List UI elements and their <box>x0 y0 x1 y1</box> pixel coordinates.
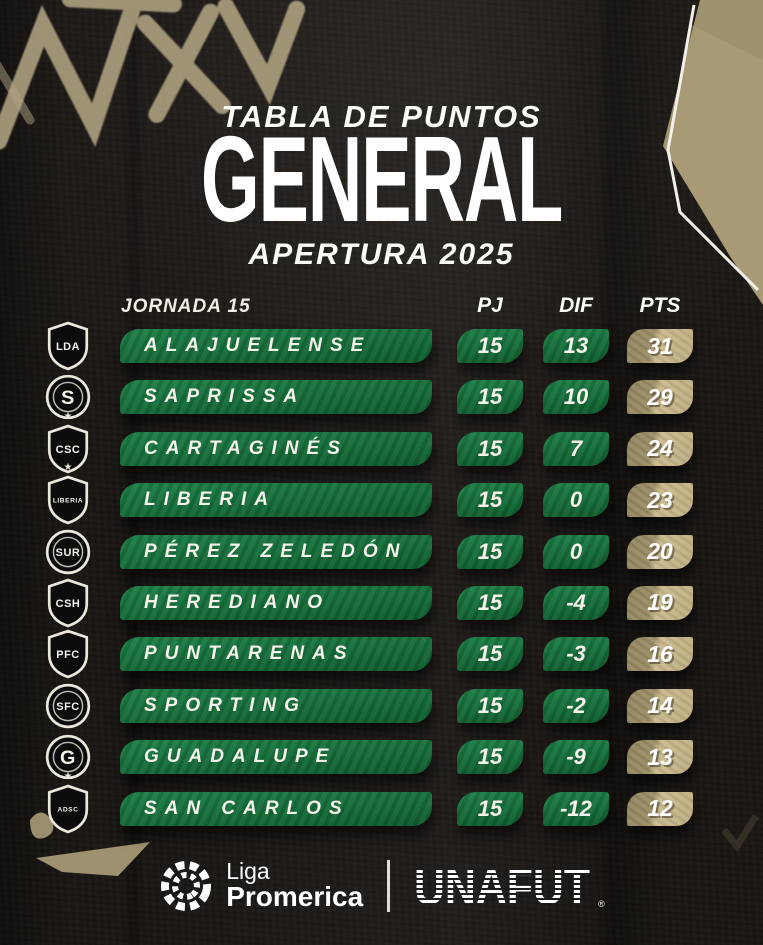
team-name-bar: SAN CARLOS <box>120 791 432 826</box>
team-crest: LDA <box>42 321 94 371</box>
promerica-label: Promerica <box>226 881 364 913</box>
svg-text:LIBERIA: LIBERIA <box>53 498 83 505</box>
pts-value: 16 <box>627 637 693 672</box>
footer: Liga Promerica UNAFUT ® <box>0 858 763 914</box>
pts-value: 29 <box>627 380 693 415</box>
standings-table: LDA ALAJUELENSE 15 13 31 S SAPRISSA 15 1… <box>0 321 763 843</box>
team-crest-icon: CSH <box>47 578 89 628</box>
pj-value: 15 <box>457 637 523 672</box>
season-subtitle: APERTURA 2025 <box>248 238 515 271</box>
pj-value: 15 <box>457 534 523 569</box>
liga-promerica-logo: Liga Promerica <box>158 858 363 914</box>
pts-value: 12 <box>627 791 693 826</box>
footer-divider <box>387 860 391 912</box>
team-crest-icon: SFC <box>45 683 91 728</box>
svg-text:SUR: SUR <box>56 547 81 559</box>
team-name-bar: GUADALUPE <box>120 740 432 775</box>
team-name-bar: CARTAGINÉS <box>120 431 432 466</box>
pts-value: 31 <box>627 329 693 363</box>
pj-value: 15 <box>457 688 523 723</box>
pj-value: 15 <box>457 431 523 466</box>
column-header-dif: DIF <box>559 294 593 317</box>
svg-text:G: G <box>60 747 76 769</box>
dif-value: 10 <box>543 380 609 415</box>
svg-text:ADSC: ADSC <box>58 806 79 813</box>
team-crest-icon: LIBERIA <box>47 475 89 525</box>
table-row: PFC PUNTARENAS 15 -3 16 <box>0 629 763 679</box>
pts-value: 14 <box>627 688 693 723</box>
table-row: SFC SPORTING 15 -2 14 <box>0 683 763 728</box>
team-name-bar: HEREDIANO <box>120 585 432 620</box>
team-crest-icon: SUR <box>45 529 91 574</box>
dif-value: -4 <box>543 585 609 620</box>
dif-value: 0 <box>543 534 609 569</box>
liga-promerica-pinwheel-icon <box>161 861 212 911</box>
dif-value: -9 <box>543 740 609 775</box>
team-crest: SFC <box>42 681 94 731</box>
team-crest: CSH <box>42 578 94 628</box>
team-name-bar: PÉREZ ZELEDÓN <box>120 534 432 569</box>
pj-value: 15 <box>457 380 523 415</box>
registered-mark: ® <box>598 899 605 909</box>
pj-value: 15 <box>457 740 523 775</box>
unafut-text: UNAFUT <box>414 860 590 912</box>
table-row: ★ ADSC SAN CARLOS 15 -12 12 <box>0 771 763 833</box>
svg-text:PFC: PFC <box>56 649 79 661</box>
jornada-label: JORNADA 15 <box>121 296 251 317</box>
table-row: G GUADALUPE 15 -9 13 <box>0 734 763 780</box>
star-icon: ★ <box>63 410 73 422</box>
dif-value: 7 <box>543 431 609 466</box>
table-row: ★ CSC CARTAGINÉS 15 7 24 <box>0 411 763 474</box>
liga-label: Liga <box>226 858 270 884</box>
star-icon: ★ <box>63 770 73 782</box>
svg-text:LDA: LDA <box>56 341 80 353</box>
dif-value: -12 <box>543 791 609 826</box>
dif-value: -3 <box>543 637 609 672</box>
team-crest-icon: PFC <box>47 629 89 679</box>
pj-value: 15 <box>457 791 523 826</box>
table-row: LDA ALAJUELENSE 15 13 31 <box>0 321 763 371</box>
team-crest: PFC <box>42 629 94 679</box>
svg-text:S: S <box>61 388 75 410</box>
pts-value: 24 <box>627 431 693 466</box>
team-crest-icon: LDA <box>47 321 89 371</box>
dif-value: 0 <box>543 483 609 518</box>
unafut-wordmark: UNAFUT <box>414 860 590 912</box>
team-crest: ★ LIBERIA <box>42 462 94 525</box>
star-icon: ★ <box>63 462 73 474</box>
unafut-logo: UNAFUT ® <box>414 860 605 912</box>
table-row: ★ LIBERIA LIBERIA 15 0 23 <box>0 462 763 525</box>
team-name-bar: ALAJUELENSE <box>120 329 432 363</box>
pts-value: 19 <box>627 585 693 620</box>
team-name-bar: SAPRISSA <box>120 380 432 415</box>
pts-value: 23 <box>627 483 693 518</box>
dif-value: -2 <box>543 688 609 723</box>
table-row: SUR PÉREZ ZELEDÓN 15 0 20 <box>0 529 763 574</box>
svg-text:CSC: CSC <box>56 444 81 456</box>
svg-text:CSH: CSH <box>56 598 81 610</box>
team-name-bar: SPORTING <box>120 688 432 723</box>
team-crest: SUR <box>42 527 94 577</box>
team-crest-icon: ADSC <box>47 784 89 833</box>
pts-value: 13 <box>627 740 693 775</box>
pts-value: 20 <box>627 534 693 569</box>
team-name-bar: LIBERIA <box>120 483 432 518</box>
column-header-pj: PJ <box>477 294 503 317</box>
table-row: CSH HEREDIANO 15 -4 19 <box>0 578 763 628</box>
pj-value: 15 <box>457 329 523 363</box>
svg-text:SFC: SFC <box>56 701 79 713</box>
pj-value: 15 <box>457 483 523 518</box>
dif-value: 13 <box>543 329 609 363</box>
pj-value: 15 <box>457 585 523 620</box>
column-header-pts: PTS <box>639 294 681 317</box>
page-title: GENERAL <box>200 111 563 247</box>
team-crest: ★ ADSC <box>42 771 94 834</box>
table-row: S SAPRISSA 15 10 29 <box>0 375 763 420</box>
team-name-bar: PUNTARENAS <box>120 637 432 672</box>
